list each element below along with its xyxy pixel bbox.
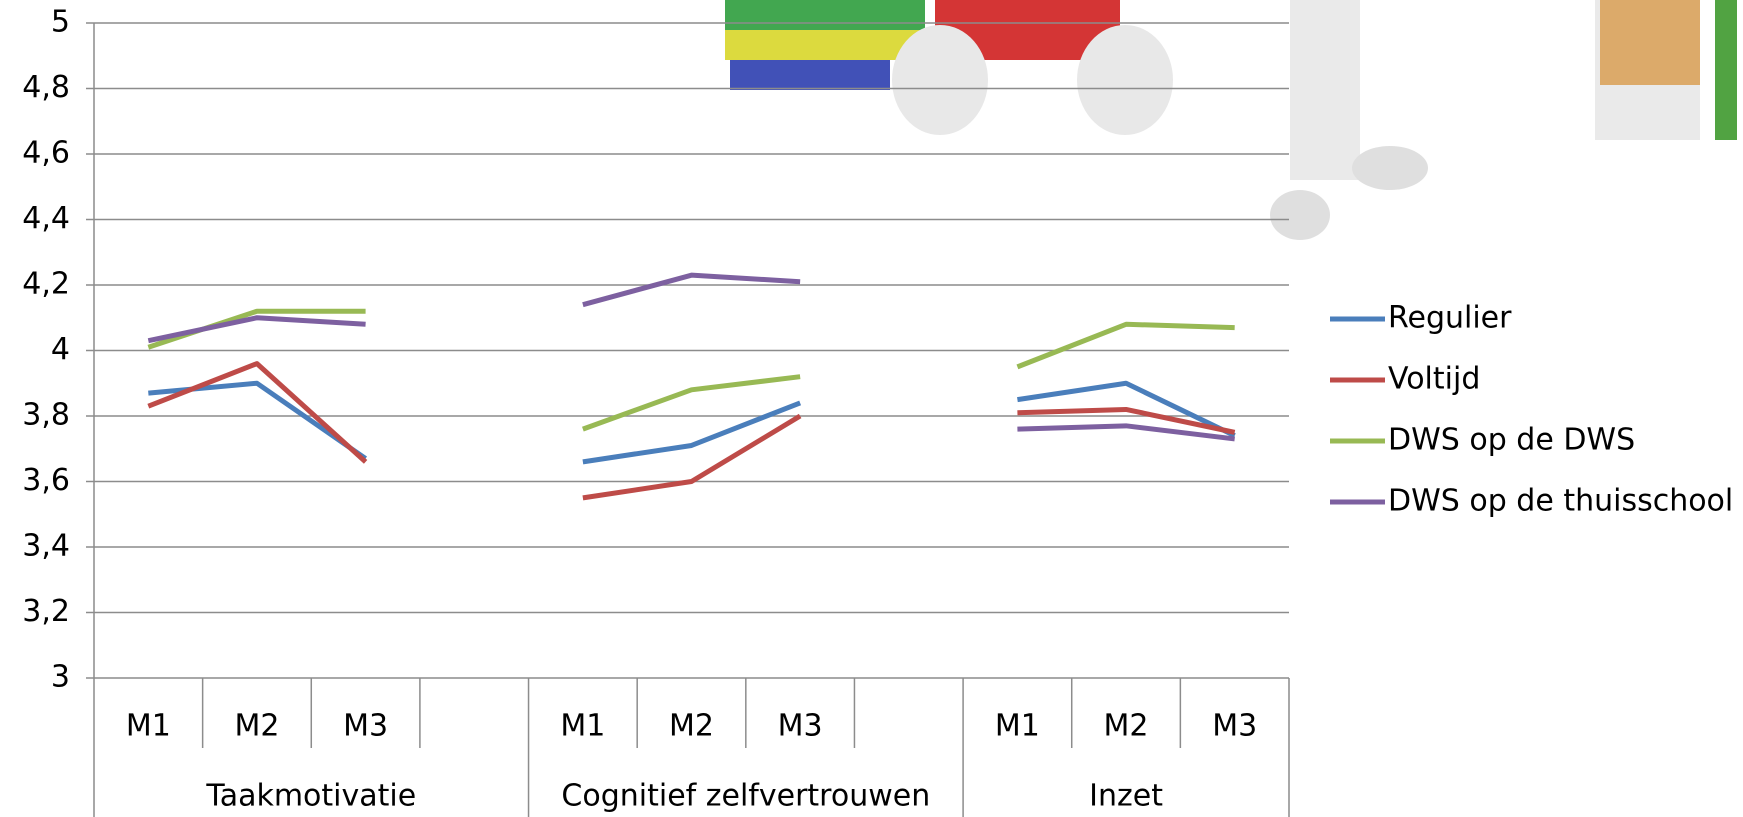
y-tick-label: 3,8: [22, 398, 70, 433]
x-tick-label: M2: [669, 709, 714, 744]
series-line: [147, 272, 1235, 442]
y-tick-label: 4,4: [22, 201, 70, 236]
legend-label: Regulier: [1388, 301, 1512, 336]
y-tick-label: 4,2: [22, 267, 70, 302]
x-tick-label: M3: [1212, 709, 1257, 744]
x-tick-label: M2: [234, 709, 279, 744]
x-tick-label: M1: [126, 709, 171, 744]
y-tick-label: 3,6: [22, 463, 70, 498]
y-tick-label: 3: [51, 660, 70, 695]
series-line: [147, 361, 1236, 501]
series-line: [148, 380, 1236, 465]
legend-label: Voltijd: [1388, 362, 1480, 397]
group-label: Cognitief zelfvertrouwen: [561, 779, 930, 814]
x-tick-label: M3: [778, 709, 823, 744]
y-tick-label: 4: [51, 332, 70, 367]
illustration: [725, 0, 1737, 240]
legend-label: DWS op de DWS: [1388, 423, 1635, 458]
legend-label: DWS op de thuisschool: [1388, 484, 1733, 519]
x-tick-label: M2: [1104, 709, 1149, 744]
y-tick-label: 4,8: [22, 70, 70, 105]
y-tick-label: 3,4: [22, 529, 70, 564]
x-tick-label: M3: [343, 709, 388, 744]
group-label: Taakmotivatie: [205, 779, 416, 814]
y-tick-label: 5: [51, 5, 70, 40]
y-tick-label: 3,2: [22, 594, 70, 629]
x-tick-label: M1: [995, 709, 1040, 744]
group-label: Inzet: [1089, 779, 1163, 814]
y-tick-label: 4,6: [22, 136, 70, 171]
x-tick-label: M1: [560, 709, 605, 744]
